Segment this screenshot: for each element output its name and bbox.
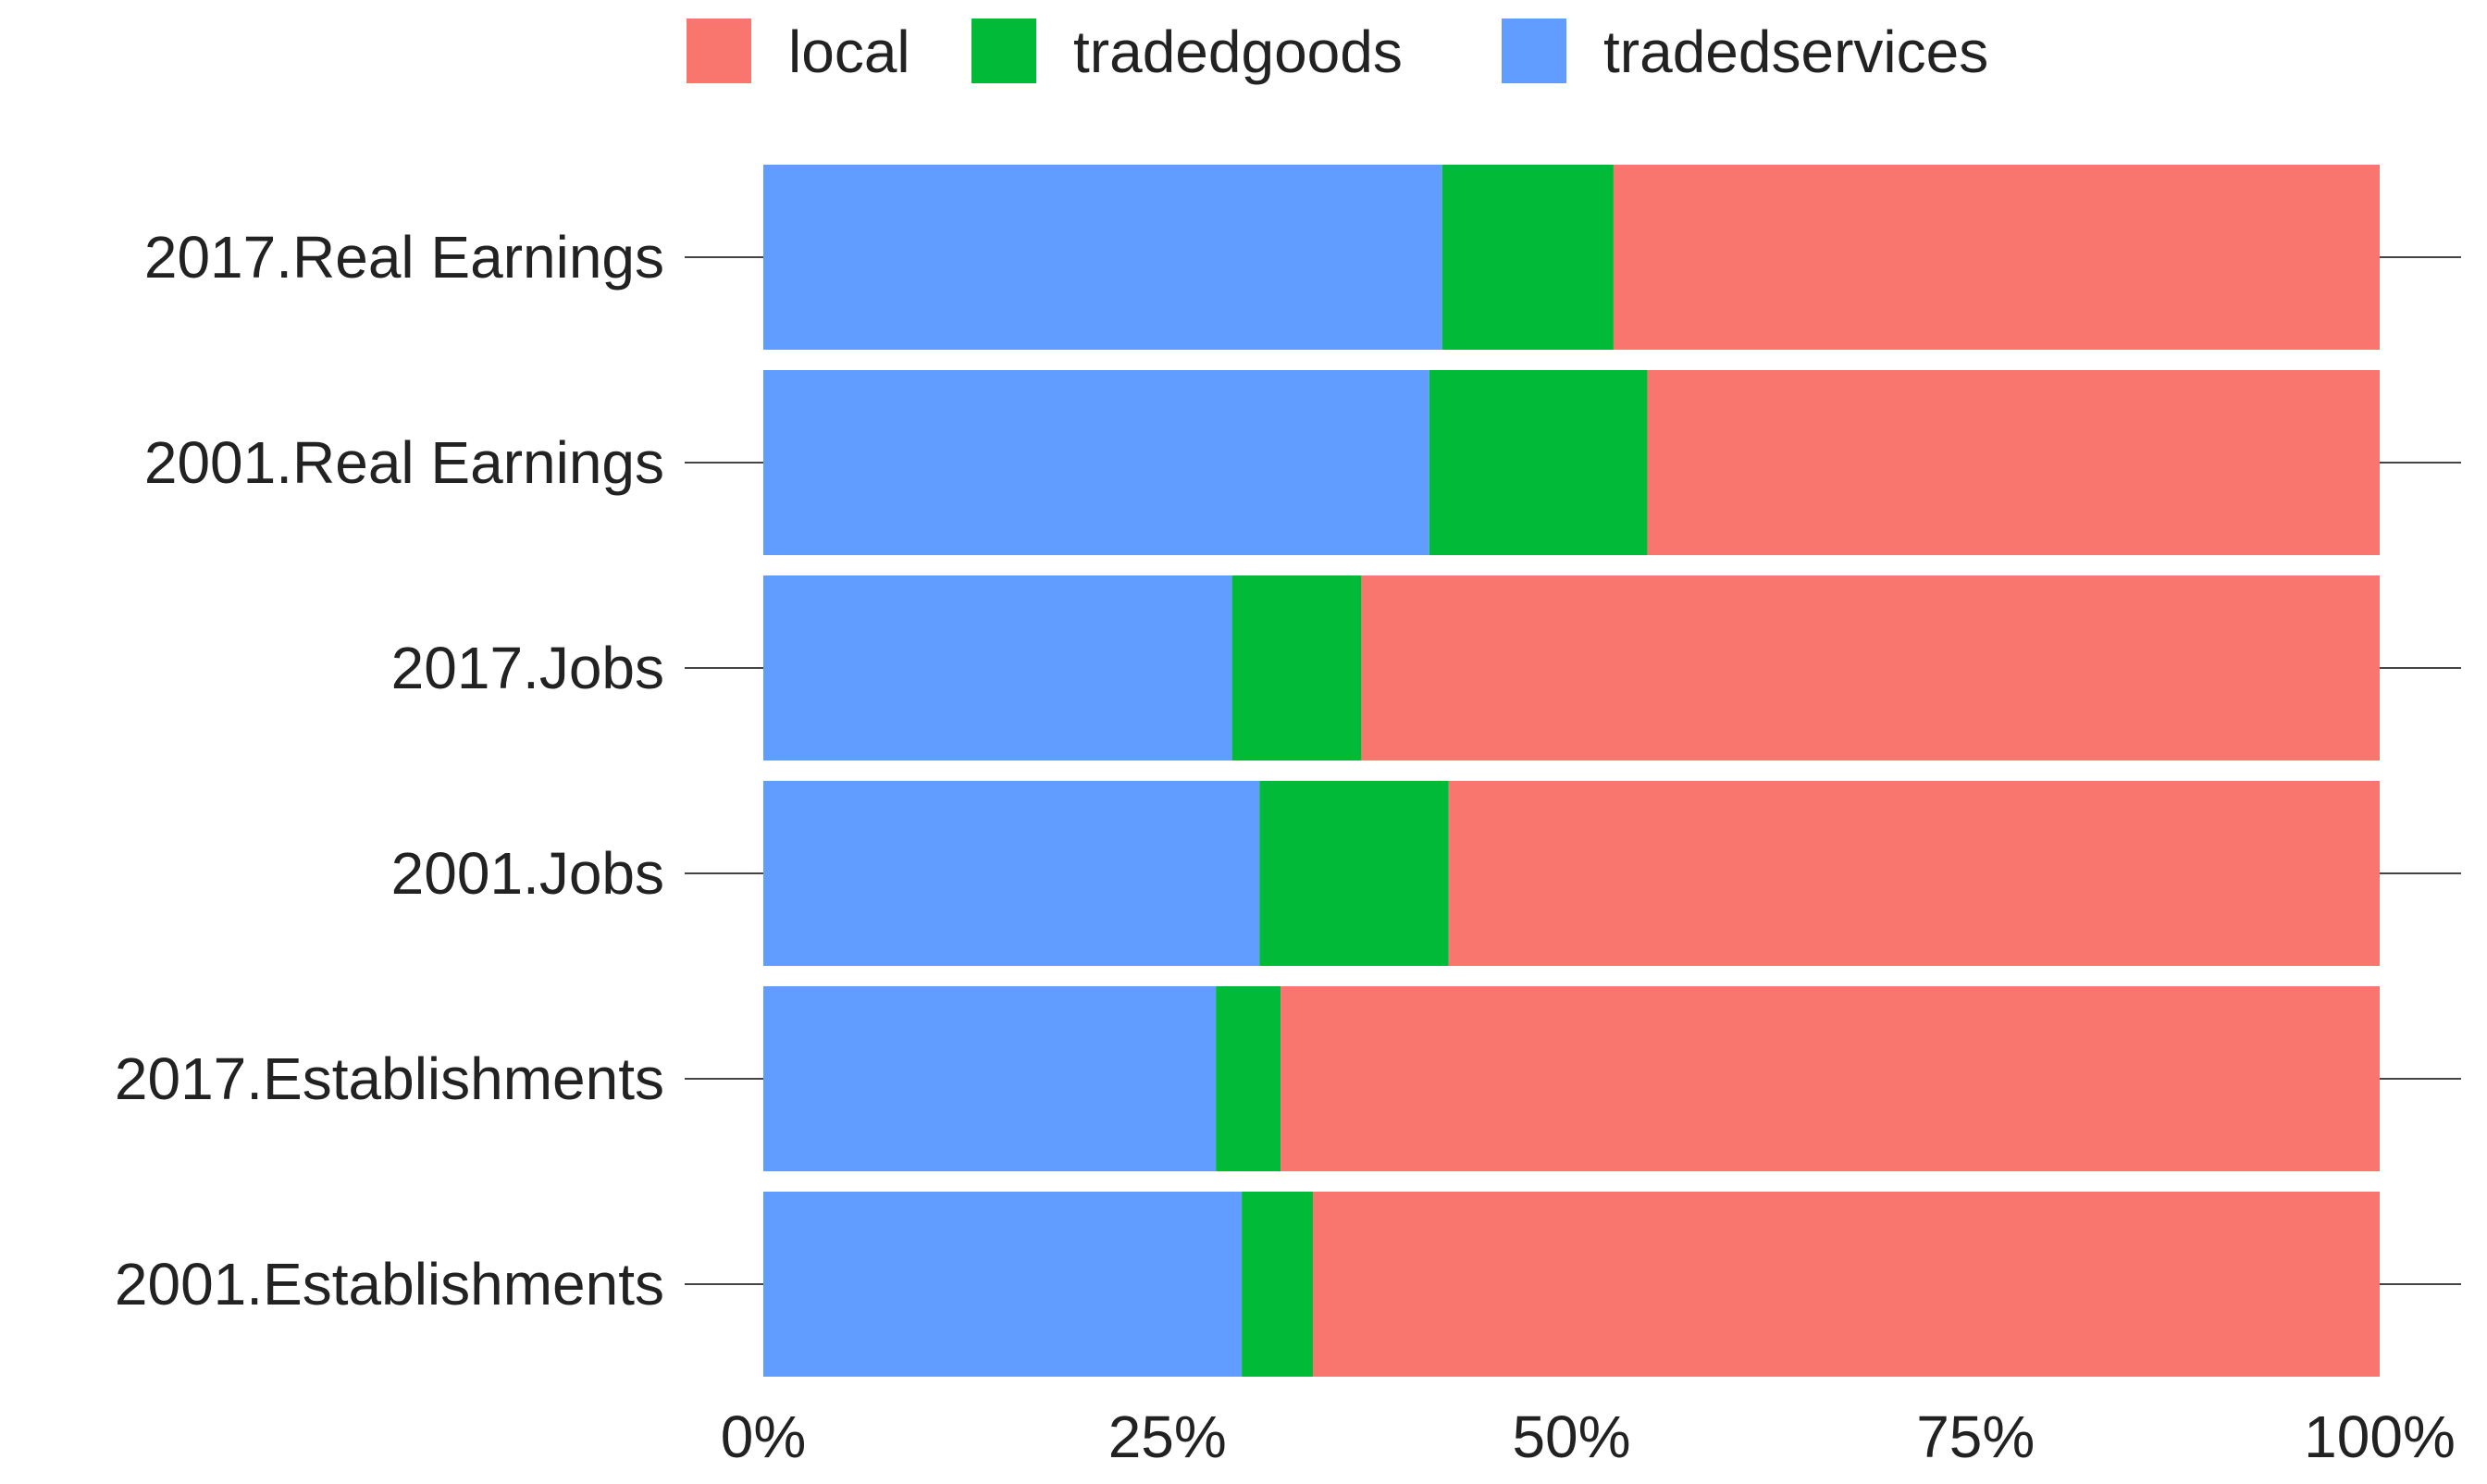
- bar-2001-jobs-tradedservices: [763, 781, 1260, 966]
- bar-2001-jobs-tradedgoods: [1259, 781, 1449, 966]
- bar-2001-establishments-tradedservices: [763, 1192, 1243, 1377]
- bar-2017-establishments-tradedservices: [763, 986, 1217, 1171]
- bar-2017-jobs-tradedservices: [763, 575, 1232, 761]
- x-tick-label: 50%: [1512, 1404, 1630, 1470]
- bar-2017-establishments-local: [1281, 986, 2380, 1171]
- category-label: 2017.Real Earnings: [144, 224, 664, 291]
- category-label: 2017.Establishments: [115, 1045, 664, 1112]
- bar-2017-real-earnings-tradedgoods: [1441, 165, 1614, 350]
- legend: local tradedgoods tradedservices: [687, 19, 1988, 85]
- x-tick-label: 25%: [1108, 1404, 1227, 1470]
- bar-2001-jobs-local: [1448, 781, 2380, 966]
- bar-2017-real-earnings-local: [1613, 165, 2380, 350]
- category-labels: 2017.Real Earnings 2001.Real Earnings 2017…: [115, 224, 664, 1317]
- legend-label-tradedservices: tradedservices: [1603, 19, 1988, 85]
- category-label: 2001.Establishments: [115, 1251, 664, 1317]
- legend-label-local: local: [788, 19, 910, 85]
- category-label: 2017.Jobs: [391, 635, 664, 701]
- bar-2001-real-earnings-tradedgoods: [1429, 370, 1648, 555]
- legend-swatch-tradedgoods: [971, 19, 1036, 83]
- reference-lines: [685, 256, 2461, 1285]
- bar-2001-establishments-tradedgoods: [1242, 1192, 1313, 1377]
- category-label: 2001.Jobs: [391, 840, 664, 907]
- bar-2017-real-earnings-tradedservices: [763, 165, 1442, 350]
- x-tick-label: 0%: [721, 1404, 807, 1470]
- bar-2017-jobs-local: [1361, 575, 2380, 761]
- bar-2001-real-earnings-tradedservices: [763, 370, 1429, 555]
- x-axis-tick-labels: 0% 25% 50% 75% 100%: [721, 1404, 2456, 1470]
- category-label: 2001.Real Earnings: [144, 429, 664, 496]
- x-tick-label: 75%: [1916, 1404, 2035, 1470]
- bar-2017-establishments-tradedgoods: [1216, 986, 1281, 1171]
- legend-label-tradedgoods: tradedgoods: [1073, 19, 1403, 85]
- legend-swatch-tradedservices: [1502, 19, 1566, 83]
- x-tick-label: 100%: [2304, 1404, 2456, 1470]
- bar-2001-real-earnings-local: [1647, 370, 2380, 555]
- legend-swatch-local: [687, 19, 751, 83]
- bar-2001-establishments-local: [1312, 1192, 2380, 1377]
- bars: [763, 165, 2380, 1377]
- bar-2017-jobs-tradedgoods: [1231, 575, 1362, 761]
